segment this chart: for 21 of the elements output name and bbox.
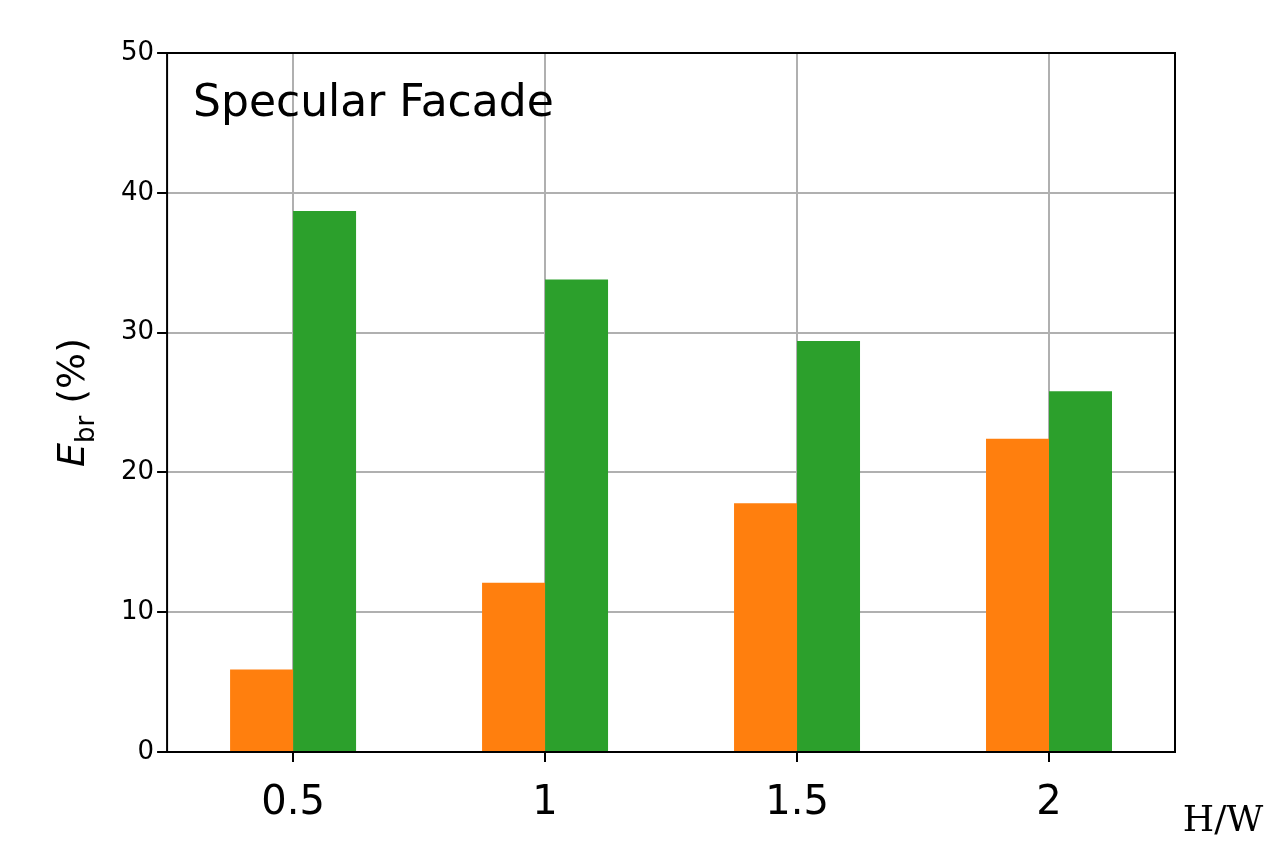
bar: [230, 669, 294, 751]
y-tick-label: 30: [120, 315, 155, 346]
y-tick-label: 10: [120, 594, 155, 625]
bar: [545, 279, 609, 751]
y-axis-title: Ebr (%): [49, 337, 100, 468]
y-tick-label: 50: [120, 35, 155, 66]
bar: [734, 503, 798, 751]
y-tick-label: 0: [137, 734, 155, 765]
bar: [986, 438, 1050, 751]
x-tick-label: 1.5: [765, 777, 829, 824]
bar: [482, 582, 546, 751]
x-axis-title: H/W: [1182, 798, 1264, 840]
y-tick-label: 40: [120, 175, 155, 206]
y-tick-label: 20: [120, 455, 155, 486]
bar: [797, 340, 861, 751]
x-tick-label: 2: [1036, 777, 1062, 824]
annotation: Specular Facade: [193, 75, 554, 127]
x-tick-label: 1: [532, 777, 558, 824]
bar: [293, 210, 357, 751]
x-tick-label: 0.5: [261, 777, 325, 824]
bar: [1049, 391, 1113, 751]
